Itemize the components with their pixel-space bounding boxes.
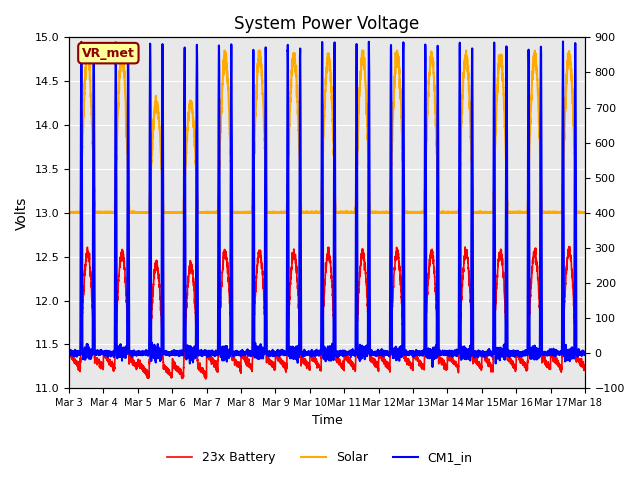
23x Battery	[388, 315, 396, 321]
Solar	[554, 210, 561, 216]
CM1_in	[531, 351, 539, 357]
Solar	[67, 210, 74, 216]
CM1_in	[429, 364, 436, 370]
23x Battery	[202, 376, 209, 382]
Solar	[65, 209, 73, 215]
Text: VR_met: VR_met	[82, 47, 135, 60]
Line: Solar: Solar	[69, 50, 585, 213]
CM1_in	[65, 349, 73, 355]
CM1_in	[581, 350, 589, 356]
Y-axis label: Volts: Volts	[15, 196, 29, 229]
Solar	[581, 209, 589, 215]
Solar	[531, 54, 539, 60]
Solar	[221, 48, 228, 53]
23x Battery	[554, 358, 561, 364]
Line: CM1_in: CM1_in	[69, 41, 585, 367]
Line: 23x Battery: 23x Battery	[69, 247, 585, 379]
23x Battery	[127, 356, 134, 361]
23x Battery	[263, 352, 271, 358]
X-axis label: Time: Time	[312, 414, 342, 427]
CM1_in	[127, 349, 134, 355]
23x Battery	[581, 364, 589, 370]
23x Battery	[565, 244, 573, 250]
Solar	[388, 148, 396, 154]
CM1_in	[554, 350, 561, 356]
Solar	[263, 210, 271, 216]
CM1_in	[263, 283, 271, 288]
CM1_in	[559, 38, 567, 44]
Title: System Power Voltage: System Power Voltage	[234, 15, 420, 33]
23x Battery	[65, 352, 73, 358]
23x Battery	[534, 265, 541, 271]
Solar	[127, 209, 134, 215]
CM1_in	[534, 354, 541, 360]
Legend: 23x Battery, Solar, CM1_in: 23x Battery, Solar, CM1_in	[163, 446, 477, 469]
23x Battery	[531, 250, 539, 255]
CM1_in	[388, 264, 396, 270]
Solar	[534, 77, 541, 83]
